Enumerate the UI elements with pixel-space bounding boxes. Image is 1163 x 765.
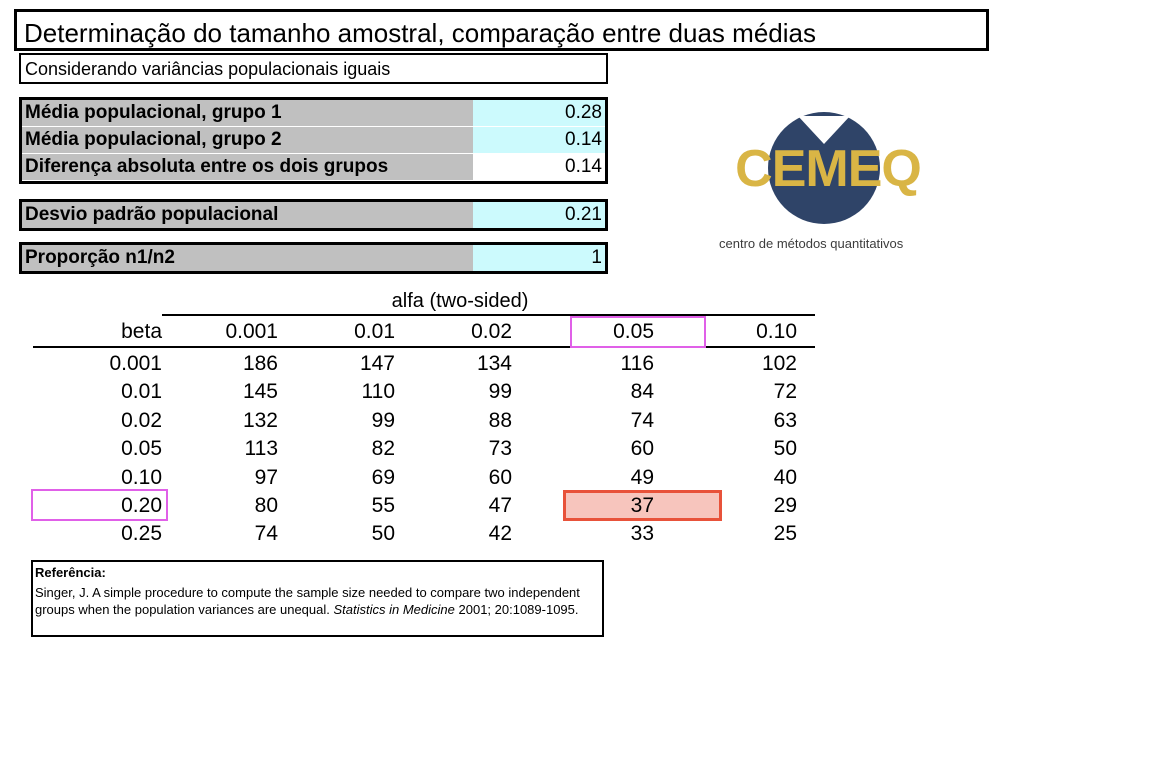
table-cell: 47 — [488, 494, 512, 517]
param-row-mean-group2: Média populacional, grupo 2 0.14 — [22, 127, 605, 153]
page-title-box: Determinação do tamanho amostral, compar… — [14, 9, 989, 51]
beta-header: beta — [121, 320, 162, 343]
table-cell: 99 — [488, 380, 512, 403]
table-top-rule — [162, 314, 815, 316]
reference-journal: Statistics in Medicine — [333, 602, 455, 617]
reference-title: Referência: — [35, 565, 106, 580]
mean-group2-input[interactable]: 0.14 — [473, 127, 605, 153]
table-cell: 60 — [488, 466, 512, 489]
alfa-header: alfa (two-sided) — [391, 290, 529, 312]
cemeq-logo-graphic: CEMEQ — [735, 112, 922, 224]
table-cell: 97 — [254, 466, 278, 489]
table-cell: 82 — [371, 437, 395, 460]
table-cell: 42 — [488, 522, 512, 545]
table-cell: 33 — [630, 522, 654, 545]
table-cell: 60 — [630, 437, 654, 460]
selected-alfa-outline — [570, 316, 706, 348]
result-highlight — [563, 490, 722, 521]
reference-citation: Singer, J. A simple procedure to compute… — [35, 585, 580, 617]
table-cell: 116 — [620, 352, 654, 375]
alfa-column-header: 0.001 — [225, 320, 278, 343]
table-cell: 80 — [254, 494, 278, 517]
abs-difference-value: 0.14 — [473, 154, 605, 180]
table-cell: 29 — [773, 494, 797, 517]
ratio-input[interactable]: 1 — [473, 245, 605, 271]
table-cell: 99 — [371, 409, 395, 432]
table-cell: 145 — [242, 380, 278, 403]
param-row-mean-group1: Média populacional, grupo 1 0.28 — [22, 100, 605, 126]
alfa-column-header: 0.02 — [471, 320, 512, 343]
table-cell: 102 — [761, 352, 797, 375]
param-row-std-dev: Desvio padrão populacional 0.21 — [22, 202, 605, 228]
table-cell: 132 — [242, 409, 278, 432]
table-cell: 50 — [371, 522, 395, 545]
table-cell: 40 — [773, 466, 797, 489]
table-cell: 37 — [630, 494, 654, 517]
param-label: Desvio padrão populacional — [22, 202, 473, 228]
table-cell: 69 — [371, 466, 395, 489]
reference-citation-end: 2001; 20:1089-1095. — [454, 602, 579, 617]
table-cell: 49 — [630, 466, 654, 489]
reference-box: Referência: Singer, J. A simple procedur… — [31, 560, 604, 637]
table-cell: 113 — [244, 437, 278, 460]
ratio-input-group: Proporção n1/n2 1 — [19, 242, 608, 274]
std-dev-input[interactable]: 0.21 — [473, 202, 605, 228]
beta-row-label: 0.20 — [121, 494, 162, 517]
table-cell: 55 — [371, 494, 395, 517]
param-row-abs-difference: Diferença absoluta entre os dois grupos … — [22, 154, 605, 180]
beta-row-label: 0.05 — [121, 437, 162, 460]
table-header-rule — [33, 346, 815, 348]
beta-row-label: 0.02 — [121, 409, 162, 432]
table-cell: 74 — [254, 522, 278, 545]
means-input-group: Média populacional, grupo 1 0.28 Média p… — [19, 97, 608, 184]
table-cell: 25 — [773, 522, 797, 545]
beta-row-label: 0.25 — [121, 522, 162, 545]
param-label: Média populacional, grupo 2 — [22, 127, 473, 153]
subtitle-box: Considerando variâncias populacionais ig… — [19, 53, 608, 84]
table-cell: 84 — [630, 380, 654, 403]
table-cell: 50 — [773, 437, 797, 460]
table-cell: 134 — [476, 352, 512, 375]
table-cell: 72 — [773, 380, 797, 403]
table-cell: 63 — [773, 409, 797, 432]
table-cell: 88 — [488, 409, 512, 432]
param-label: Média populacional, grupo 1 — [22, 100, 473, 126]
param-label: Diferença absoluta entre os dois grupos — [22, 154, 473, 180]
table-cell: 73 — [488, 437, 512, 460]
subtitle: Considerando variâncias populacionais ig… — [25, 59, 391, 79]
table-cell: 110 — [361, 380, 395, 403]
beta-row-label: 0.01 — [121, 380, 162, 403]
param-label: Proporção n1/n2 — [22, 245, 473, 271]
beta-row-label: 0.10 — [121, 466, 162, 489]
table-cell: 186 — [242, 352, 278, 375]
alfa-column-header: 0.05 — [613, 320, 654, 343]
table-cell: 74 — [630, 409, 654, 432]
logo-wordmark: CEMEQ — [735, 140, 921, 198]
mean-group1-input[interactable]: 0.28 — [473, 100, 605, 126]
table-cell: 147 — [359, 352, 395, 375]
cemeq-logo: CEMEQ centro de métodos quantitativos — [716, 110, 956, 251]
page-title: Determinação do tamanho amostral, compar… — [24, 18, 816, 48]
alfa-column-header: 0.10 — [756, 320, 797, 343]
logo-tagline: centro de métodos quantitativos — [719, 236, 904, 251]
selected-beta-outline — [31, 489, 168, 521]
param-row-ratio: Proporção n1/n2 1 — [22, 245, 605, 271]
std-dev-input-group: Desvio padrão populacional 0.21 — [19, 199, 608, 231]
beta-row-label: 0.001 — [109, 352, 162, 375]
alfa-column-header: 0.01 — [354, 320, 395, 343]
reference-text: Singer, J. A simple procedure to compute… — [35, 584, 595, 618]
